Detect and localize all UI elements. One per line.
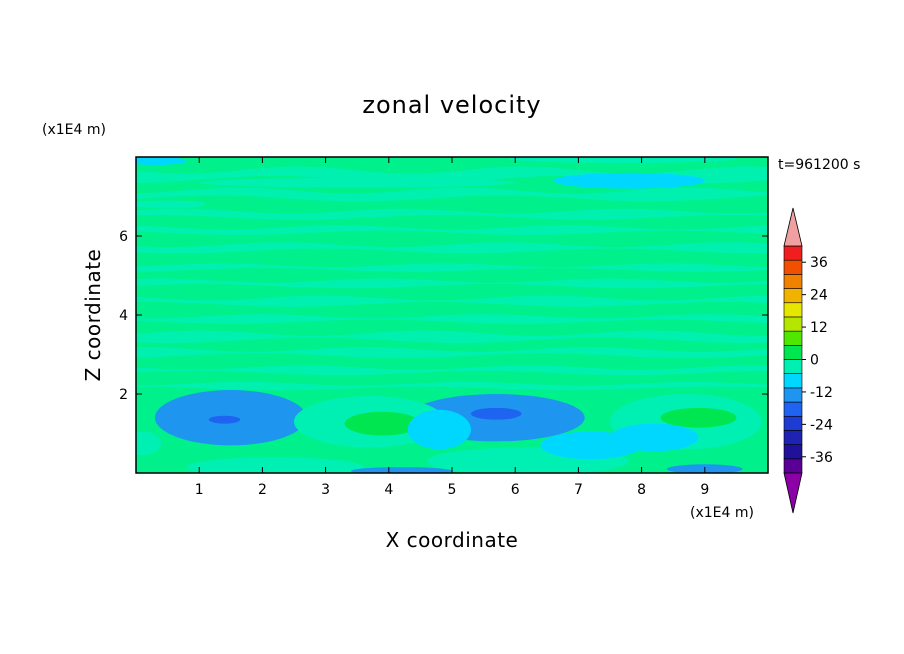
x-tick-label: 9 [700, 482, 709, 498]
y-tick-label: 4 [119, 308, 128, 324]
x-axis-unit: (x1E4 m) [690, 505, 754, 521]
field-feature [199, 177, 516, 188]
colorbar-segment [783, 401, 803, 417]
colorbar-tick-label: 24 [810, 288, 828, 304]
y-axis-ticks: 2 4 6 [119, 229, 768, 403]
contour-field [136, 157, 768, 473]
colorbar-over-triangle [783, 207, 803, 247]
colorbar-segment [783, 259, 803, 275]
field-feature [407, 409, 471, 450]
field-band [136, 365, 768, 376]
colorbar-tick-label: 0 [810, 353, 819, 369]
colorbar-segment [783, 444, 803, 460]
field-band [136, 187, 768, 202]
field-band [136, 225, 768, 235]
field-band [136, 313, 768, 324]
field-feature [136, 200, 206, 209]
y-tick-label: 2 [119, 387, 128, 403]
colorbar-segment [783, 415, 803, 431]
field-feature [350, 467, 452, 473]
colorbar-tick-label: 36 [810, 255, 828, 271]
x-tick-label: 4 [384, 482, 393, 498]
field-band [136, 346, 768, 359]
colorbar-segment [783, 330, 803, 346]
colorbar-segment [783, 430, 803, 445]
colorbar-tick-label: -36 [810, 450, 833, 466]
x-axis-label: X coordinate [386, 528, 519, 552]
x-tick-label: 5 [448, 482, 457, 498]
field-feature [186, 457, 364, 473]
colorbar-segment [783, 359, 803, 374]
field-feature [660, 407, 737, 428]
y-axis-label: Z coordinate [81, 249, 105, 382]
colorbar-segment [783, 302, 803, 318]
colorbar-segment [783, 245, 803, 261]
x-tick-label: 7 [574, 482, 583, 498]
colorbar-segment [783, 274, 803, 289]
field-feature [553, 172, 705, 189]
colorbar-tick-label: 12 [810, 320, 828, 336]
time-label: t=961200 s [778, 157, 860, 173]
x-tick-label: 3 [321, 482, 330, 498]
colorbar-under-triangle [783, 472, 803, 514]
field-band [136, 263, 768, 272]
field-feature [208, 415, 241, 424]
field-band [136, 330, 768, 344]
y-tick-label: 6 [119, 229, 128, 245]
x-tick-label: 1 [195, 482, 204, 498]
field-feature [470, 407, 522, 420]
colorbar: -36 -24 -12 0 12 24 36 [783, 207, 833, 514]
colorbar-segment [783, 458, 803, 474]
colorbar-segment [783, 288, 803, 304]
colorbar-segment [783, 316, 803, 332]
x-axis-ticks: 1 2 3 4 5 6 7 8 9 [195, 157, 709, 498]
x-tick-label: 6 [511, 482, 520, 498]
field-feature [344, 411, 421, 436]
colorbar-segment [783, 387, 803, 403]
field-band [136, 166, 768, 184]
field-band [136, 242, 768, 254]
x-tick-label: 2 [258, 482, 267, 498]
field-feature [136, 431, 162, 456]
x-tick-label: 8 [637, 482, 646, 498]
field-feature [508, 157, 737, 163]
colorbar-tick-label: -24 [810, 417, 833, 433]
field-feature [136, 157, 187, 165]
colorbar-segment [783, 373, 803, 389]
field-band [136, 278, 768, 289]
colorbar-tick-label: -12 [810, 385, 833, 401]
field-band [136, 208, 768, 220]
y-axis-unit: (x1E4 m) [42, 122, 106, 138]
colorbar-segment [783, 345, 803, 360]
field-band [136, 382, 768, 391]
chart-title: zonal velocity [362, 91, 541, 119]
field-feature [610, 423, 699, 452]
field-band [136, 295, 768, 307]
